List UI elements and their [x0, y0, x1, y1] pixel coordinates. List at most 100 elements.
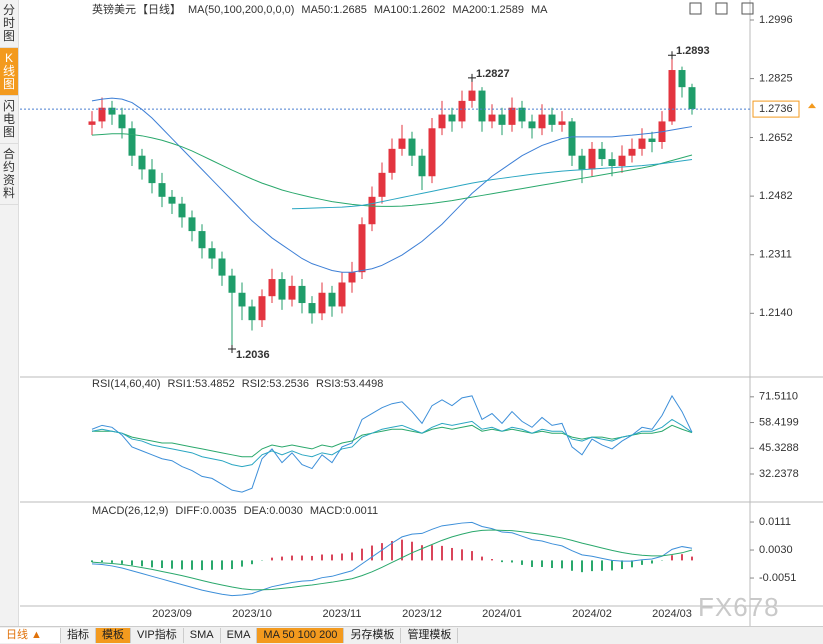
- candle-body: [138, 155, 146, 170]
- candle-body: [378, 172, 386, 197]
- candle-body: [348, 272, 356, 283]
- y-tick-label: 1.2140: [759, 307, 793, 319]
- x-tick-label: 2024/03: [652, 608, 692, 620]
- toolbar-button[interactable]: 指标: [61, 628, 96, 643]
- y-tick-label: 0.0111: [759, 516, 791, 528]
- toolbar-button[interactable]: EMA: [221, 628, 258, 643]
- indicator-name: MA(50,100,200,0,0,0): [188, 4, 294, 16]
- y-tick-label: 1.2311: [759, 249, 792, 261]
- candle-body: [188, 217, 196, 232]
- candle-body: [398, 138, 406, 149]
- candle-body: [308, 303, 316, 314]
- sidebar-tab[interactable]: 闪电图: [0, 96, 18, 144]
- candle-body: [288, 285, 296, 300]
- toolbar-icon[interactable]: [689, 2, 702, 15]
- candle-body: [98, 107, 106, 122]
- toolbar-button[interactable]: MA 50 100 200: [257, 628, 345, 643]
- indicator-line: [91, 529, 693, 591]
- y-tick-label: 1.2825: [759, 73, 793, 85]
- toolbar-button[interactable]: 管理模板: [401, 628, 459, 643]
- candle-body: [638, 138, 646, 149]
- y-tick-label: 32.2378: [759, 468, 799, 480]
- symbol: 英镑美元: [92, 2, 136, 16]
- level-box: [753, 129, 799, 146]
- candle-body: [358, 224, 366, 273]
- candle-body: [448, 114, 456, 122]
- toolbar-button[interactable]: VIP指标: [131, 628, 184, 643]
- candle-body: [468, 90, 476, 101]
- ma-line: [91, 97, 693, 273]
- y-tick-label: -0.0051: [759, 572, 796, 584]
- candle-body: [408, 138, 416, 156]
- candle-body: [558, 121, 566, 125]
- annotation: 1.2036: [236, 349, 270, 361]
- sidebar-tab[interactable]: 分时图: [0, 0, 18, 48]
- period-label: 【日线】: [137, 2, 181, 16]
- candle-body: [268, 279, 276, 297]
- candle-body: [168, 196, 176, 204]
- x-tick-label: 2023/12: [402, 608, 442, 620]
- candle-body: [438, 114, 446, 129]
- annotation-marker: [668, 51, 676, 60]
- candle-body: [178, 203, 186, 218]
- candle-body: [158, 183, 166, 197]
- candle-body: [368, 196, 376, 225]
- candle-body: [88, 121, 96, 125]
- legend-entry: MA: [531, 4, 548, 16]
- annotation: 1.2893: [676, 45, 710, 57]
- candle-body: [678, 70, 686, 88]
- watermark: FX678: [698, 592, 780, 622]
- sidebar-tab[interactable]: K线图: [0, 48, 18, 96]
- period-selector[interactable]: 日线 ▲: [0, 628, 61, 643]
- last-price-label: 1.2736: [759, 103, 793, 115]
- ma-line: [291, 158, 693, 210]
- indicator-line: [91, 394, 693, 493]
- toolbar-button[interactable]: 另存模板: [344, 628, 402, 643]
- x-tick-label: 2024/02: [572, 608, 612, 620]
- y-tick-label: 45.3288: [759, 442, 799, 454]
- indicator-line: [91, 521, 693, 597]
- chart: 1.29961.28251.26531.24821.23111.2140英镑美元…: [20, 0, 823, 626]
- candle-body: [228, 275, 236, 293]
- candle-body: [508, 107, 516, 125]
- candle-body: [688, 87, 696, 110]
- y-tick-label: 58.4199: [759, 416, 799, 428]
- indicator-name: RSI(14,60,40): [92, 378, 160, 390]
- candle-body: [548, 114, 556, 125]
- candle-body: [258, 296, 266, 321]
- toolbar-button[interactable]: 模板: [96, 628, 131, 643]
- toolbar: 日线 ▲ 指标 模板 VIP指标 SMA EMA MA 50 100 200 另存模板 管理模板: [0, 626, 823, 644]
- legend-entry: RSI3:53.4498: [316, 378, 383, 390]
- candle-body: [428, 128, 436, 177]
- legend-entry: RSI2:53.2536: [242, 378, 309, 390]
- candle-body: [618, 155, 626, 166]
- toolbar-button[interactable]: SMA: [184, 628, 221, 643]
- candle-body: [648, 138, 656, 142]
- legend-entry: MA100:1.2602: [374, 4, 446, 16]
- y-tick-label: 71.5110: [759, 391, 798, 403]
- annotation: 1.2827: [476, 68, 510, 80]
- y-tick-label: 0.0030: [759, 544, 793, 556]
- y-tick-label: 1.2996: [759, 14, 793, 26]
- candle-body: [338, 282, 346, 307]
- candle-body: [208, 248, 216, 259]
- candle-body: [518, 107, 526, 122]
- legend-entry: RSI1:53.4852: [167, 378, 234, 390]
- candle-body: [328, 292, 336, 307]
- toolbar-icon[interactable]: [741, 2, 754, 15]
- sidebar: 分时图 K线图 闪电图 合约资料: [0, 0, 19, 626]
- candle-body: [608, 159, 616, 166]
- x-tick-label: 2023/09: [152, 608, 192, 620]
- x-tick-label: 2023/10: [232, 608, 272, 620]
- legend-entry: DEA:0.0030: [244, 505, 303, 517]
- candle-body: [318, 292, 326, 314]
- indicator-name: MACD(26,12,9): [92, 505, 168, 517]
- candle-body: [278, 279, 286, 300]
- candle-body: [248, 306, 256, 321]
- candle-body: [238, 292, 246, 307]
- candle-body: [538, 114, 546, 129]
- sidebar-tab[interactable]: 合约资料: [0, 144, 18, 205]
- candle-body: [668, 70, 676, 122]
- toolbar-icon[interactable]: [715, 2, 728, 15]
